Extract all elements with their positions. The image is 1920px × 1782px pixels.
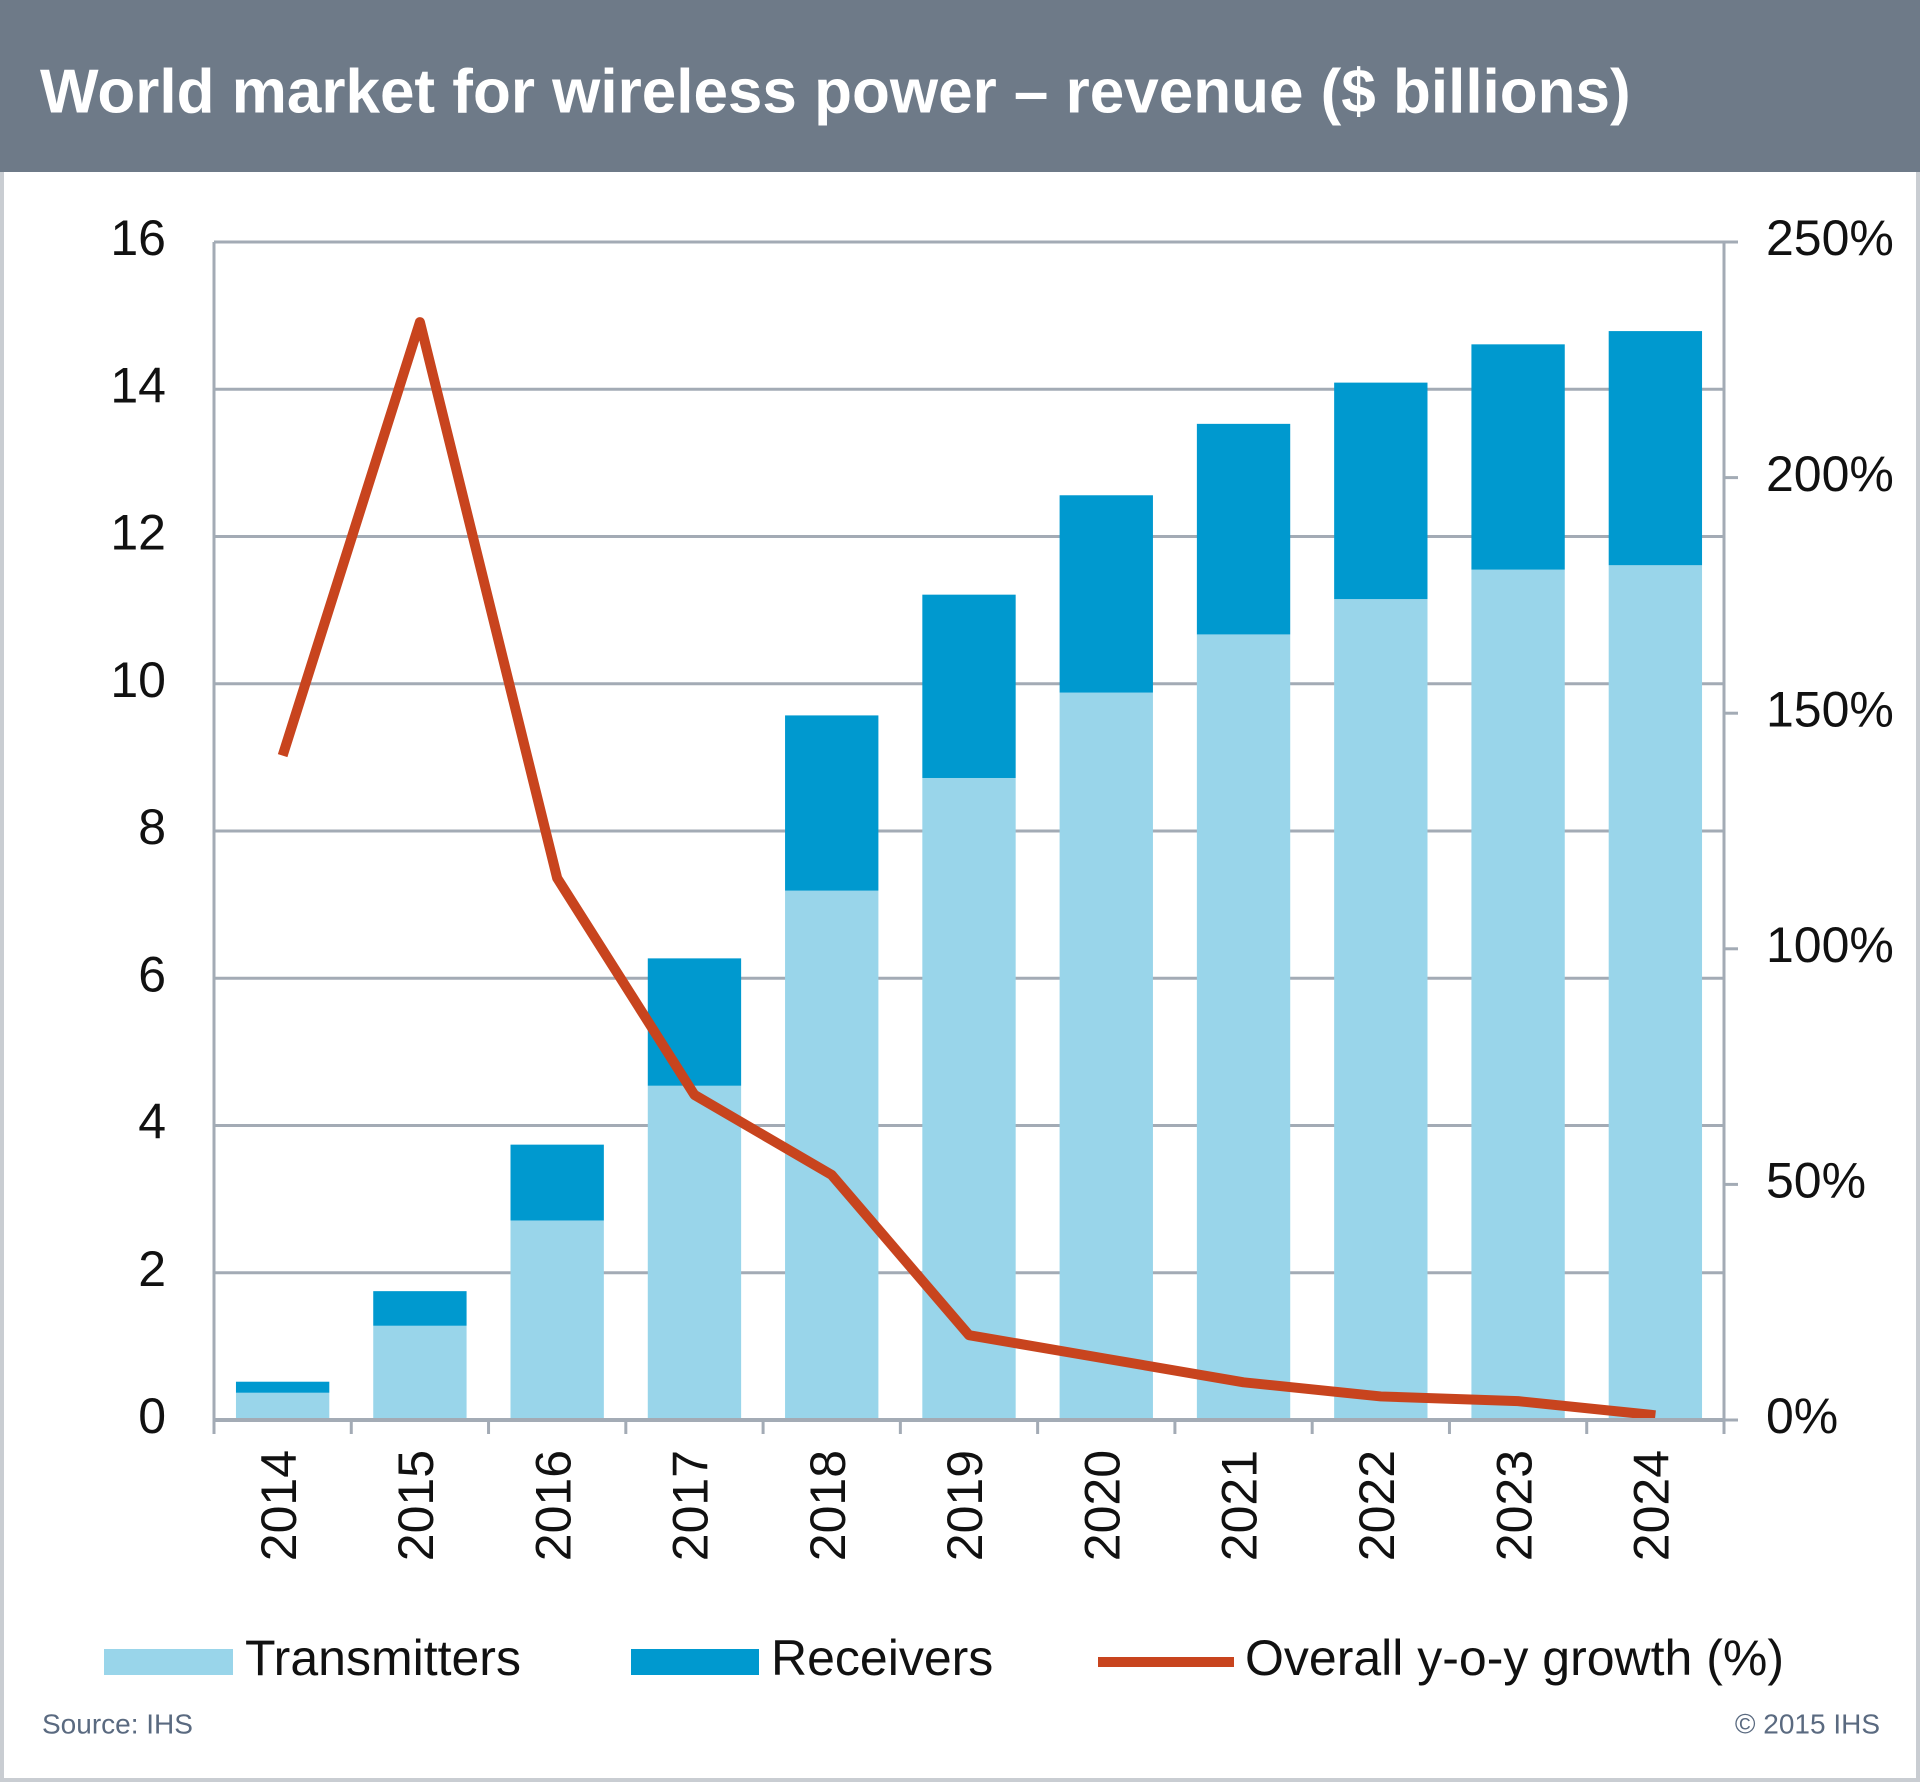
y2-tick-label: 200% [1766, 446, 1894, 502]
legend-swatch [631, 1649, 759, 1675]
x-tick-label: 2021 [1212, 1450, 1268, 1561]
bar [235, 1392, 330, 1420]
copyright: © 2015 IHS [1735, 1708, 1880, 1739]
bar [647, 958, 742, 1086]
bar [1608, 565, 1703, 1420]
bar [1334, 599, 1428, 1420]
legend-swatch [104, 1649, 233, 1675]
bar [373, 1325, 467, 1420]
bar [647, 1085, 742, 1420]
bar [1196, 423, 1291, 635]
y2-tick-label: 0% [1766, 1388, 1838, 1444]
y-tick-label: 8 [138, 799, 166, 855]
x-tick-label: 2018 [800, 1450, 856, 1561]
x-tick-label: 2024 [1624, 1450, 1680, 1561]
y2-tick-label: 50% [1766, 1153, 1866, 1209]
bar [373, 1291, 467, 1326]
y-tick-label: 0 [138, 1388, 166, 1444]
x-tick-label: 2017 [663, 1450, 719, 1561]
bar [785, 715, 879, 891]
bar [1196, 634, 1291, 1420]
legend-label: Transmitters [245, 1630, 521, 1686]
bar [1059, 692, 1153, 1420]
y-tick-label: 14 [110, 357, 166, 413]
bar [1471, 344, 1565, 570]
x-tick-label: 2022 [1349, 1450, 1405, 1561]
legend-label: Receivers [771, 1630, 993, 1686]
y2-tick-label: 100% [1766, 917, 1894, 973]
bar [510, 1220, 604, 1420]
y2-tick-label: 150% [1766, 681, 1894, 737]
bar [922, 594, 1016, 778]
x-tick-label: 2019 [937, 1450, 993, 1561]
source: Source: IHS [42, 1708, 193, 1739]
bar [1059, 495, 1153, 693]
y-tick-label: 16 [110, 210, 166, 266]
bar [922, 777, 1016, 1420]
x-tick-label: 2020 [1074, 1450, 1130, 1561]
legend-label: Overall y-o-y growth (%) [1245, 1630, 1784, 1686]
x-tick-label: 2014 [251, 1450, 307, 1561]
y-tick-label: 12 [110, 505, 166, 561]
bar [510, 1144, 604, 1221]
title-band [0, 0, 1920, 172]
bar [235, 1381, 330, 1393]
chart-title: World market for wireless power – revenu… [40, 57, 1631, 126]
y-tick-label: 4 [138, 1094, 166, 1150]
x-tick-label: 2016 [525, 1450, 581, 1561]
x-tick-label: 2015 [388, 1450, 444, 1561]
bar [1334, 382, 1428, 600]
growth-line [277, 317, 1656, 1421]
y2-tick-label: 250% [1766, 210, 1894, 266]
y-tick-label: 2 [138, 1241, 166, 1297]
x-tick-label: 2023 [1486, 1450, 1542, 1561]
bar [1608, 331, 1703, 566]
bar [1471, 569, 1565, 1420]
y-tick-label: 6 [138, 946, 166, 1002]
y-tick-label: 10 [110, 652, 166, 708]
